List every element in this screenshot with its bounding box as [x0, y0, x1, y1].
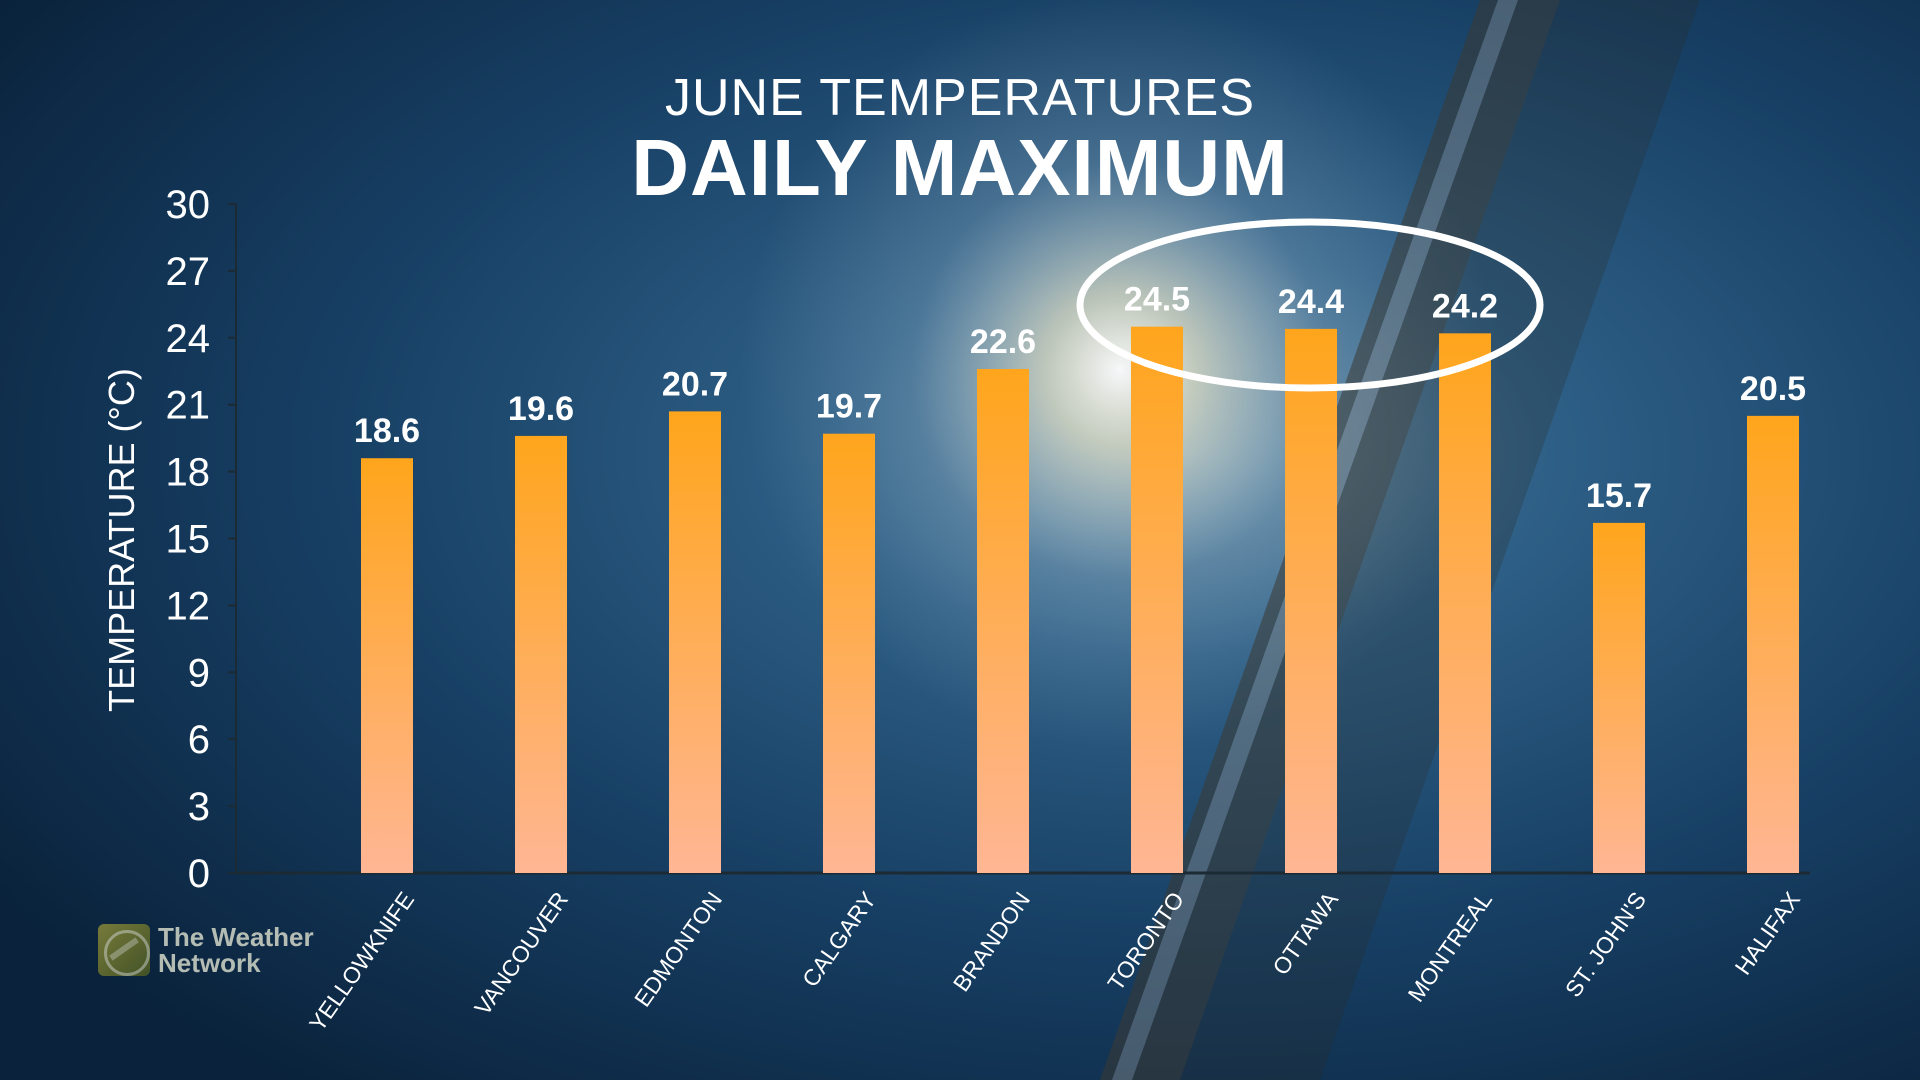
bar-calgary	[823, 433, 875, 873]
bar-edmonton	[669, 411, 721, 873]
bar-vancouver	[515, 435, 567, 873]
x-tick-label: CALGARY	[797, 887, 881, 992]
bar-toronto	[1131, 326, 1183, 873]
bar-value-label: 19.6	[508, 390, 574, 428]
y-tick-label: 12	[166, 584, 211, 628]
bar-montreal	[1439, 333, 1491, 874]
bar-value-label: 15.7	[1586, 477, 1652, 515]
bar-value-label: 20.7	[662, 365, 728, 403]
bar-brandon	[977, 369, 1029, 873]
chart-title-line2: DAILY MAXIMUM	[631, 123, 1289, 212]
y-tick-label: 24	[166, 317, 211, 361]
y-tick-label: 0	[188, 852, 210, 896]
y-tick-label: 3	[188, 785, 210, 829]
x-tick-label: EDMONTON	[629, 887, 727, 1011]
x-tick-label: OTTAWA	[1267, 886, 1343, 979]
bar-value-label: 18.6	[354, 412, 420, 450]
chart-title-line1: JUNE TEMPERATURES	[664, 69, 1256, 127]
bar-st-john-s	[1593, 522, 1645, 873]
y-tick-label: 9	[188, 651, 210, 695]
x-tick-labels: YELLOWKNIFE VANCOUVER EDMONTON CALGARY BRAND…	[304, 886, 1805, 1035]
globe-swirl-icon	[98, 924, 150, 976]
x-tick-label: TORONTO	[1102, 887, 1189, 995]
y-tick-label: 27	[166, 250, 211, 294]
y-tick-label: 21	[166, 384, 211, 428]
bar-value-label: 19.7	[816, 388, 882, 426]
x-tick-label: MONTREAL	[1402, 887, 1497, 1007]
axes: 0 3 6 9 12 15 18 21 24 27 30	[166, 183, 1810, 896]
bar-halifax	[1747, 415, 1799, 873]
x-tick-label: ST. JOHN'S	[1560, 887, 1651, 1002]
highlight-ellipse	[1076, 218, 1544, 392]
bars	[361, 326, 1799, 874]
bar-value-label: 24.4	[1278, 283, 1344, 321]
bar-yellowknife	[361, 458, 413, 873]
weather-network-logo: The Weather Network	[98, 922, 338, 978]
x-tick-label: VANCOUVER	[469, 887, 573, 1020]
y-tick-label: 15	[166, 518, 211, 562]
y-tick-label: 30	[166, 183, 211, 227]
x-tick-label: BRANDON	[948, 887, 1035, 996]
bar-value-label: 20.5	[1740, 370, 1806, 408]
logo-text-line1: The Weather	[158, 922, 314, 952]
y-tick-label: 18	[166, 451, 211, 495]
logo-text: The Weather Network	[158, 924, 314, 976]
bar-value-label: 24.5	[1124, 281, 1190, 319]
logo-text-line2: Network	[158, 948, 261, 978]
bar-value-label: 22.6	[970, 323, 1036, 361]
bar-ottawa	[1285, 328, 1337, 873]
x-tick-label: HALIFAX	[1730, 887, 1806, 979]
y-tick-label: 6	[188, 718, 210, 762]
bar-value-label: 24.2	[1432, 287, 1498, 325]
value-labels: 18.6 19.6 20.7 19.7 22.6 24.5 24.4 24.2 15.7 20.5	[354, 281, 1806, 515]
